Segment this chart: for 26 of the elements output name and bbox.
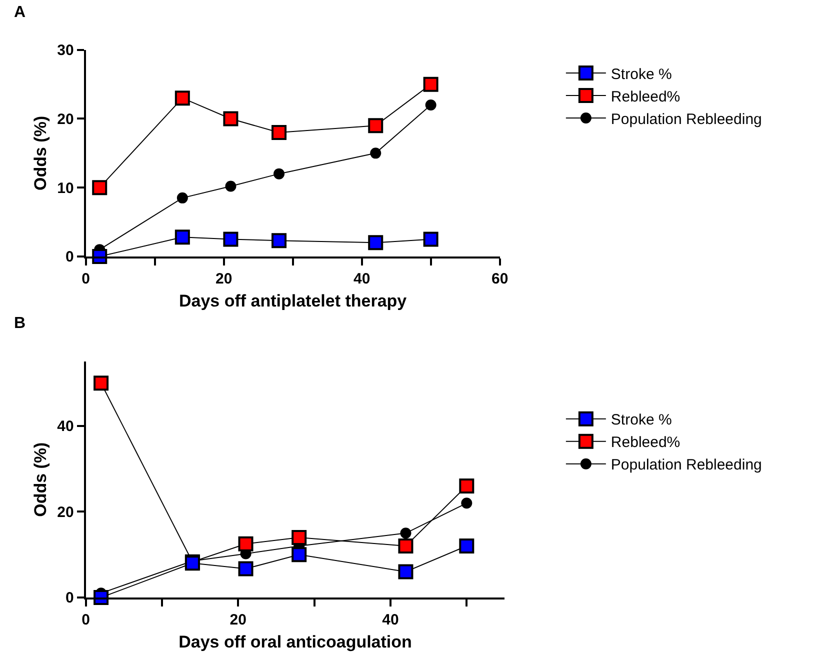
x-tick-label: 20 xyxy=(230,611,246,628)
x-tick-label: 40 xyxy=(382,611,399,628)
legend-label: Stroke % xyxy=(610,66,672,83)
y-tick-label: 20 xyxy=(57,110,74,128)
x-axis-title: Days off antiplatelet therapy xyxy=(178,291,408,310)
y-tick-label: 40 xyxy=(57,418,74,436)
x-tick-label: 20 xyxy=(215,270,232,288)
y-axis-title: Odds (%) xyxy=(31,116,50,190)
legend-label: Population Rebleeding xyxy=(610,110,762,128)
y-tick-label: 10 xyxy=(57,180,74,197)
x-axis-title: Days off oral anticoagulation xyxy=(178,632,412,652)
y-axis-title: Odds (%) xyxy=(31,442,50,517)
y-tick-label: 0 xyxy=(65,248,74,266)
y-tick-label: 0 xyxy=(65,590,74,607)
legend-label: Rebleed% xyxy=(610,434,680,452)
chart-title: B xyxy=(14,315,26,332)
legend-label: Stroke % xyxy=(610,412,672,429)
x-tick-label: 60 xyxy=(491,270,508,288)
x-tick-label: 40 xyxy=(353,270,370,288)
x-tick-label: 0 xyxy=(82,270,90,288)
legend-label: Rebleed% xyxy=(610,88,680,106)
y-tick-label: 30 xyxy=(57,42,74,60)
x-tick-label: 0 xyxy=(82,611,90,628)
chart-title: A xyxy=(14,4,26,21)
y-tick-label: 20 xyxy=(57,504,74,521)
legend-label: Population Rebleeding xyxy=(610,456,762,474)
